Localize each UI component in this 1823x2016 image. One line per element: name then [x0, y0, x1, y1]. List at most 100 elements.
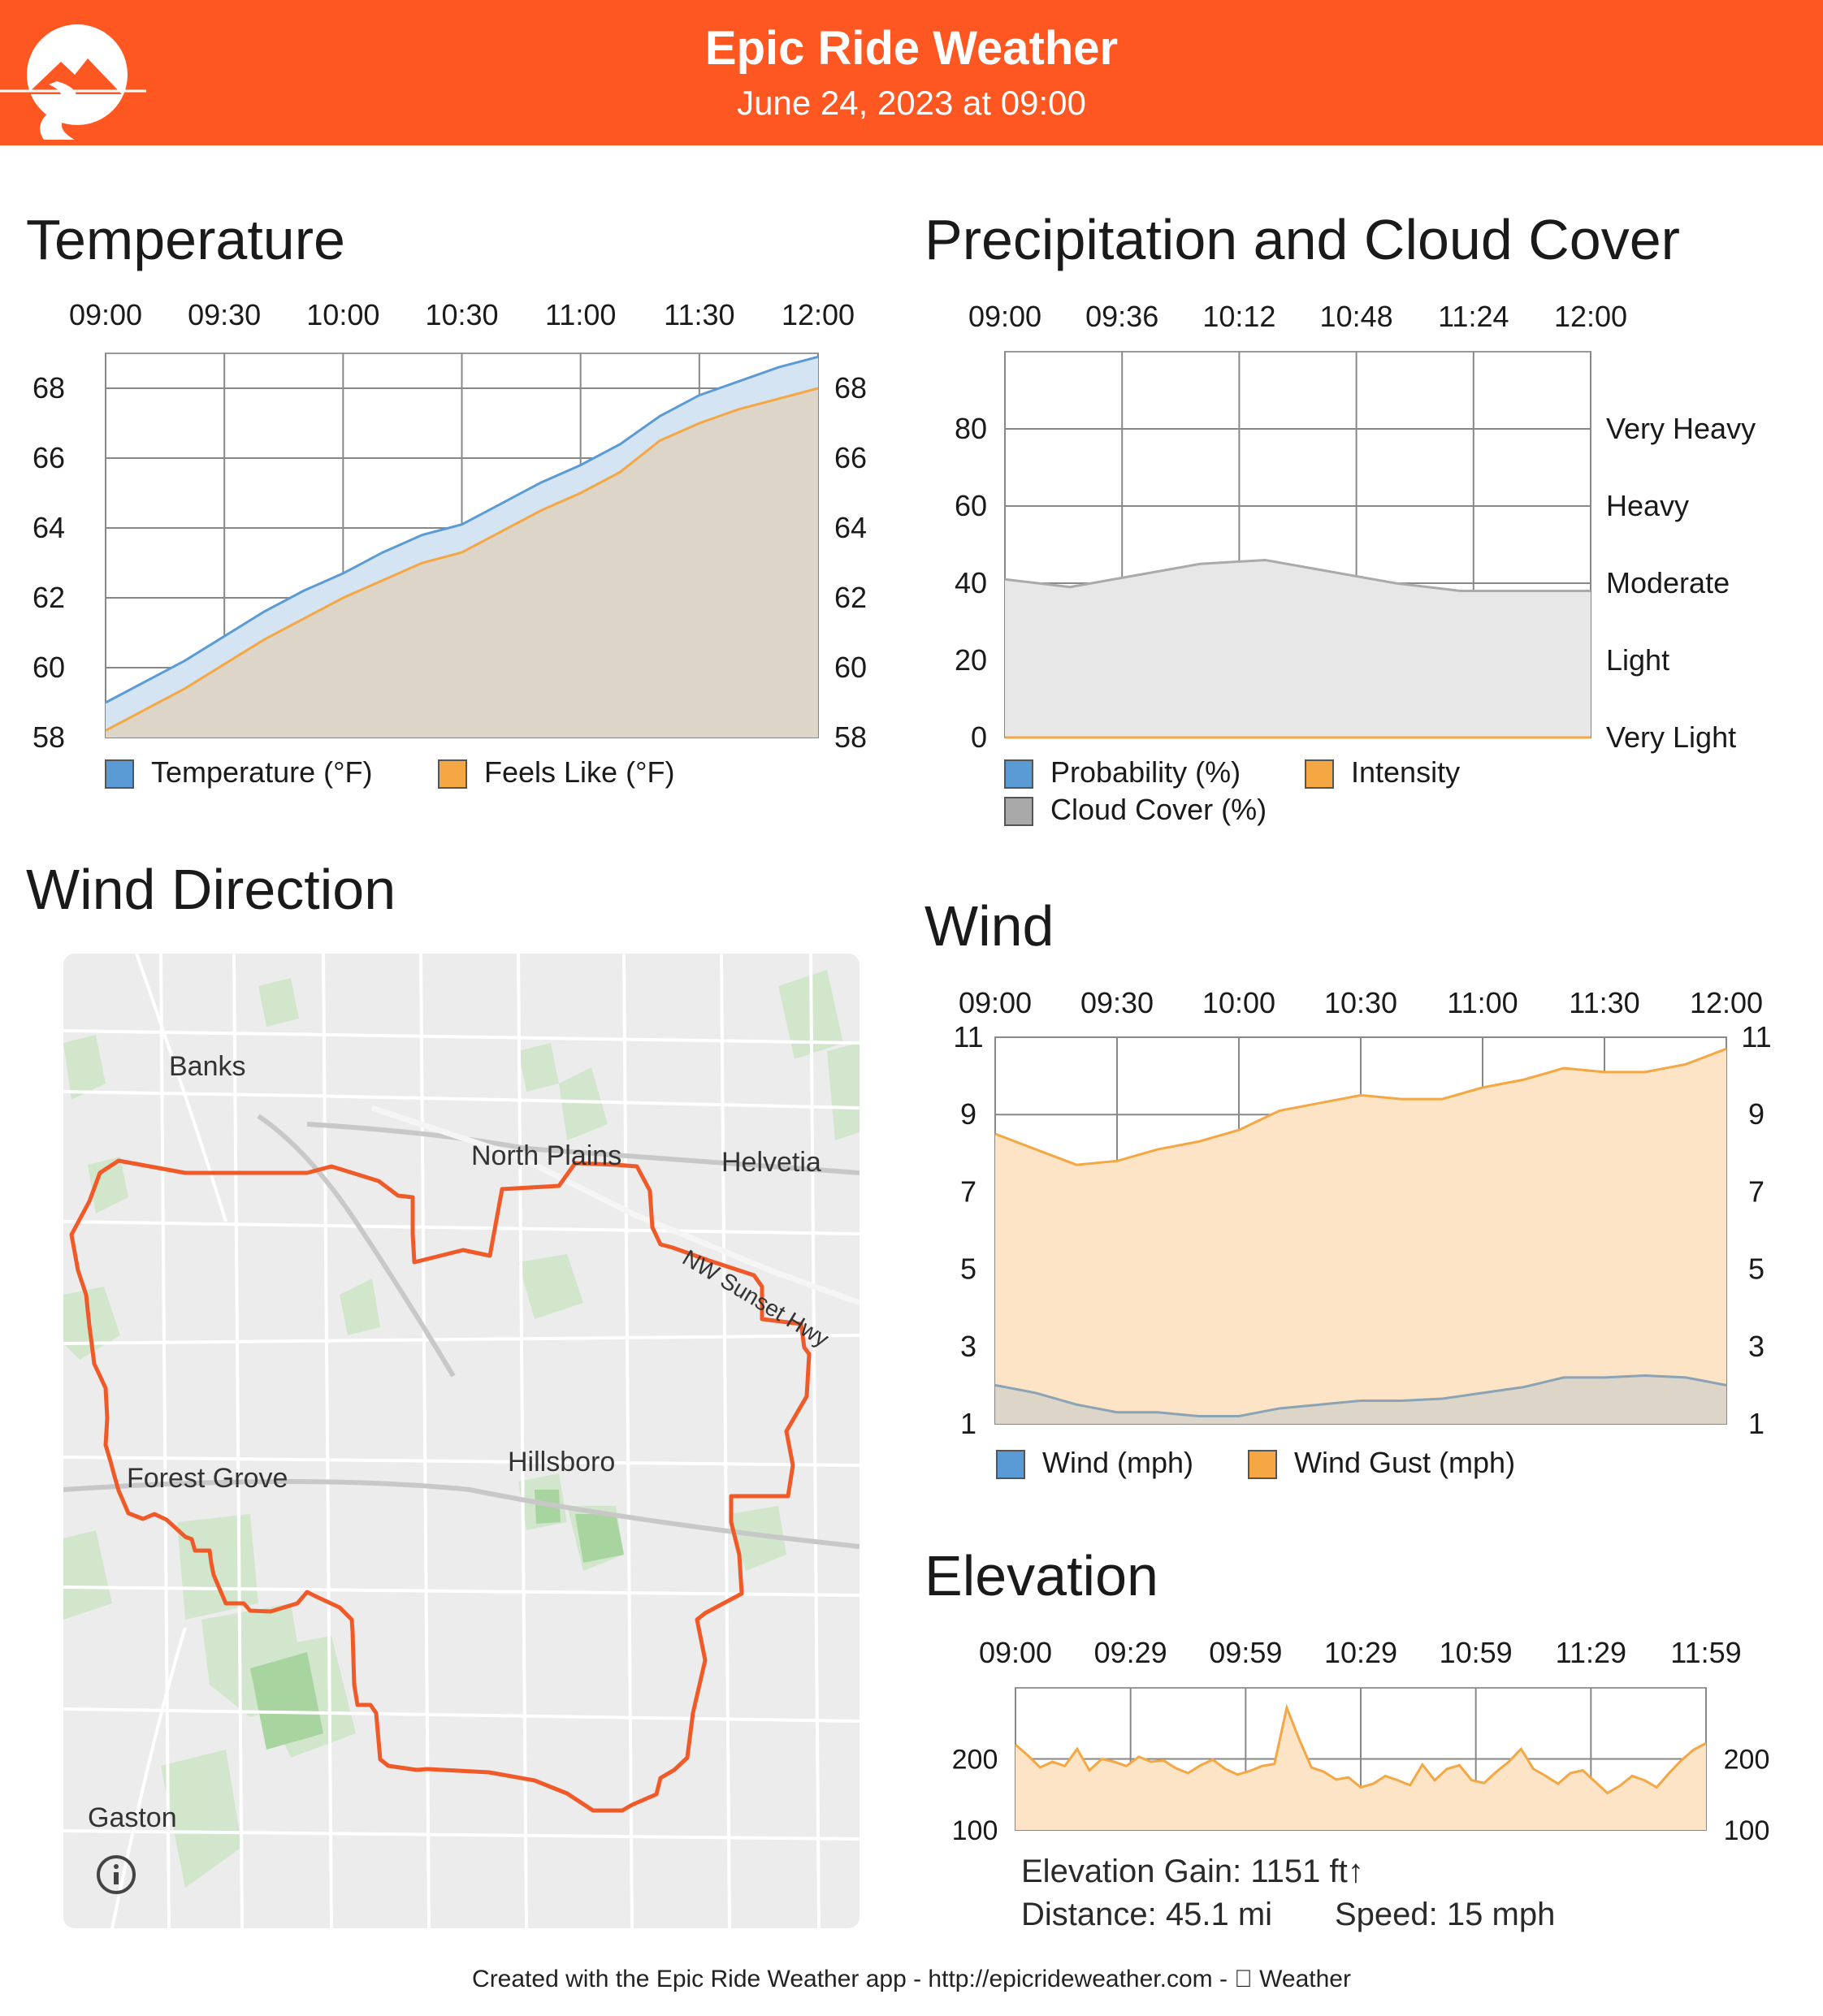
x-tick-label: 09:00	[69, 298, 142, 331]
x-tick-label: 11:24	[1438, 300, 1509, 333]
legend-feels-like-swatch	[438, 759, 467, 789]
y-tick-label-right: 11	[1741, 1020, 1771, 1053]
y-tick-label-right: 200	[1724, 1745, 1770, 1776]
legend-probability-swatch	[1004, 759, 1033, 789]
map-canvas: Banks North Plains Helvetia NW Sunset Hw…	[63, 954, 860, 1928]
wind-line	[994, 1374, 1727, 1417]
map-label-gaston: Gaston	[88, 1802, 177, 1833]
x-tick-label: 10:29	[1324, 1636, 1397, 1669]
y-tick-label-left: 3	[960, 1330, 976, 1363]
y-tick-label-right: 68	[834, 371, 867, 404]
route-map[interactable]: Banks North Plains Helvetia NW Sunset Hw…	[63, 954, 860, 1928]
y-tick-label-left: 200	[952, 1745, 998, 1776]
y-tick-label-right: 62	[834, 581, 867, 614]
legend-temperature-label: Temperature (°F)	[151, 755, 372, 789]
map-label-hillsboro: Hillsboro	[508, 1447, 615, 1477]
y-tick-label-left: 62	[32, 581, 65, 614]
x-tick-label: 11:29	[1556, 1636, 1626, 1669]
app-header: Epic Ride Weather June 24, 2023 at 09:00	[0, 0, 1823, 145]
map-label-north-plains: North Plains	[471, 1140, 621, 1171]
x-tick-label: 12:00	[1554, 300, 1627, 333]
y-tick-label-left: 1	[960, 1407, 976, 1440]
y-tick-label-left: 7	[960, 1175, 976, 1208]
x-tick-label: 09:59	[1209, 1636, 1282, 1669]
y-tick-label-right: 9	[1748, 1097, 1765, 1131]
cloud-cover-line	[1004, 558, 1591, 592]
mountain-road-logo	[0, 24, 146, 140]
y-tick-label: 60	[955, 489, 987, 522]
x-tick-label: 09:00	[959, 986, 1032, 1019]
x-tick-label: 09:29	[1094, 1636, 1167, 1669]
wind-title: Wind	[924, 894, 1054, 958]
y-tick-label-right: 58	[834, 720, 867, 754]
x-tick-label: 09:30	[188, 298, 261, 331]
y-tick-label-right: 66	[834, 441, 867, 474]
distance: Distance: 45.1 mi	[1021, 1897, 1273, 1932]
y-tick-label-left: 64	[32, 511, 65, 544]
map-label-banks: Banks	[169, 1051, 246, 1082]
feels-like-line	[105, 387, 819, 732]
x-tick-label: 11:30	[1569, 986, 1639, 1019]
intensity-label: Heavy	[1606, 489, 1689, 522]
intensity-label: Light	[1606, 643, 1669, 677]
x-tick-label: 11:30	[664, 298, 734, 331]
x-tick-label: 11:00	[545, 298, 616, 331]
ride-date: June 24, 2023 at 09:00	[737, 84, 1086, 122]
legend-wind-swatch	[996, 1450, 1025, 1479]
temperature-title: Temperature	[26, 208, 345, 271]
info-icon[interactable]	[97, 1855, 136, 1894]
elevation-line	[1015, 1703, 1707, 1795]
map-label-forest-grove: Forest Grove	[127, 1463, 288, 1494]
wind-gust-area	[995, 1049, 1726, 1424]
legend-feels-like-label: Feels Like (°F)	[484, 755, 674, 789]
x-tick-label: 09:30	[1080, 986, 1154, 1019]
temperature-line	[105, 355, 819, 704]
legend-intensity-label: Intensity	[1351, 755, 1460, 789]
legend-cloud-cover-swatch	[1004, 797, 1033, 826]
x-tick-label: 10:30	[1324, 986, 1397, 1019]
elevation-chart: 09:00 09:29 09:59 10:29 10:59 11:29 11:59 100 10…	[952, 1636, 1770, 1846]
y-tick-label-right: 7	[1748, 1175, 1765, 1208]
x-tick-label: 11:59	[1670, 1636, 1741, 1669]
speed: Speed: 15 mph	[1335, 1897, 1556, 1932]
feels-like-area	[106, 388, 818, 738]
map-label-helvetia: Helvetia	[721, 1147, 821, 1178]
y-tick-label-right: 60	[834, 651, 867, 684]
legend-wind-gust-label: Wind Gust (mph)	[1294, 1446, 1515, 1479]
y-tick-label: 40	[955, 566, 987, 599]
legend-intensity-swatch	[1305, 759, 1334, 789]
wind-chart: 09:00 09:30 10:00 10:30 11:00 11:30 12:001 13 35…	[953, 986, 1772, 1479]
wind-gust-line	[994, 1047, 1727, 1166]
x-tick-label: 11:00	[1447, 986, 1518, 1019]
y-tick-label-left: 58	[32, 720, 65, 754]
y-tick-label-right: 100	[1724, 1815, 1770, 1846]
y-tick-label-left: 100	[952, 1815, 998, 1846]
legend-wind-gust-swatch	[1248, 1450, 1277, 1479]
x-tick-label: 12:00	[1690, 986, 1763, 1019]
y-tick-label: 0	[971, 720, 987, 754]
x-tick-label: 12:00	[782, 298, 855, 331]
x-tick-label: 10:00	[306, 298, 379, 331]
temperature-chart: 09:00 09:30 10:00 10:30 11:00 11:30 12:00 58 58 6…	[32, 298, 867, 789]
y-tick-label-left: 9	[960, 1097, 976, 1131]
wind-area	[995, 1375, 1726, 1424]
x-tick-label: 09:00	[979, 1636, 1052, 1669]
precipitation-title: Precipitation and Cloud Cover	[924, 208, 1680, 271]
y-tick-label-left: 60	[32, 651, 65, 684]
intensity-label: Very Light	[1606, 720, 1736, 754]
wind-direction-title: Wind Direction	[26, 858, 396, 921]
y-tick-label-left: 11	[953, 1020, 983, 1053]
intensity-label: Very Heavy	[1606, 412, 1756, 445]
y-tick-label-right: 64	[834, 511, 867, 544]
route-line	[69, 1158, 812, 1813]
x-tick-label: 10:30	[425, 298, 498, 331]
legend-cloud-cover-label: Cloud Cover (%)	[1050, 793, 1267, 826]
app-title: Epic Ride Weather	[704, 22, 1119, 75]
y-tick-label-right: 1	[1748, 1407, 1765, 1440]
x-tick-label: 09:36	[1085, 300, 1158, 333]
footer-credit: Created with the Epic Ride Weather app -…	[472, 1966, 1351, 1992]
y-tick-label-right: 5	[1748, 1252, 1765, 1286]
precipitation-chart: 09:00 09:36 10:12 10:48 11:24 12:00 0 Very Ligh…	[955, 300, 1756, 826]
x-tick-label: 10:48	[1320, 300, 1393, 333]
x-tick-label: 10:59	[1440, 1636, 1513, 1669]
